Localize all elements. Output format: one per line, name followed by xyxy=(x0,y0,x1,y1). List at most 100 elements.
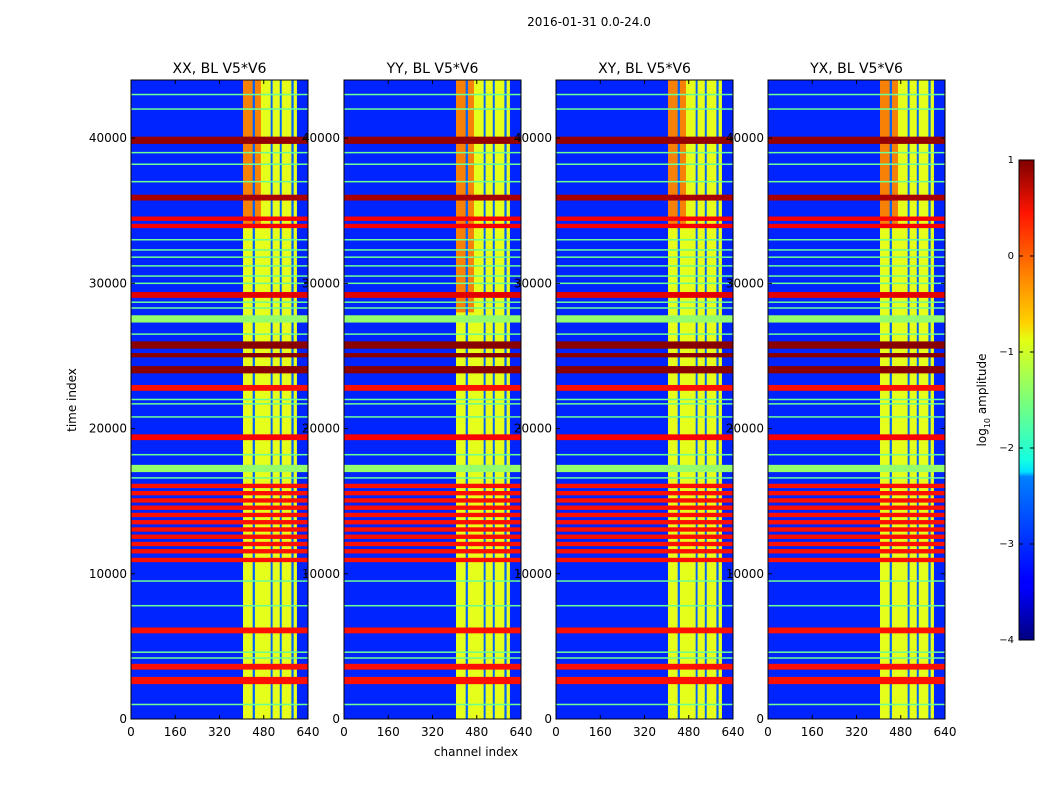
thin-time-line xyxy=(768,151,945,154)
thin-time-line xyxy=(556,416,733,418)
thin-time-line xyxy=(344,108,521,110)
y-tick-label: 10000 xyxy=(302,567,340,581)
flagged-time-band xyxy=(131,549,308,554)
flagged-time-band xyxy=(131,384,308,391)
thin-time-line xyxy=(556,180,733,183)
y-tick-label: 10000 xyxy=(726,567,764,581)
panel-title: YY, BL V5*V6 xyxy=(386,61,479,77)
flagged-time-band xyxy=(344,136,521,144)
x-tick-label: 640 xyxy=(934,725,957,739)
thin-time-line xyxy=(344,163,521,165)
flagged-time-band xyxy=(344,549,521,554)
flagged-time-band xyxy=(344,490,521,496)
flagged-time-band xyxy=(556,557,733,563)
flagged-time-band xyxy=(768,663,945,670)
thin-time-line xyxy=(131,398,308,401)
thin-time-line xyxy=(344,657,521,659)
panel-title: XY, BL V5*V6 xyxy=(598,61,691,77)
thin-time-line xyxy=(131,604,308,607)
flagged-time-band xyxy=(131,498,308,503)
flagged-time-band xyxy=(556,490,733,496)
thin-time-line xyxy=(131,163,308,165)
flagged-time-band xyxy=(344,541,521,547)
thin-time-line xyxy=(768,93,945,96)
y-tick-label: 40000 xyxy=(302,131,340,145)
thin-time-line xyxy=(131,307,308,309)
thin-time-line xyxy=(556,151,733,154)
thin-time-line xyxy=(131,403,308,405)
thin-time-line xyxy=(131,256,308,258)
flagged-time-band xyxy=(131,541,308,547)
y-tick-label: 20000 xyxy=(726,422,764,436)
thin-time-line xyxy=(556,333,733,335)
flagged-time-band xyxy=(768,527,945,532)
panels: XX, BL V5*V6 0 160 320 480 640 0 10000 20000 3000… xyxy=(89,61,957,739)
x-tick-label: 480 xyxy=(677,725,700,739)
thin-time-line xyxy=(556,651,733,653)
colorbar: 1 0 −1 −2 −3 −4 log10 amplitude xyxy=(975,155,1035,646)
thin-time-line xyxy=(344,398,521,401)
heatmap-panel: XX, BL V5*V6 0 160 320 480 640 0 10000 20000 3000… xyxy=(89,61,320,739)
flagged-time-band xyxy=(768,498,945,503)
flagged-time-band xyxy=(131,341,308,349)
flagged-time-band xyxy=(768,223,945,229)
thin-time-line xyxy=(768,580,945,582)
flagged-time-band xyxy=(556,534,733,539)
y-tick-label: 0 xyxy=(332,712,340,726)
flagged-time-band xyxy=(131,136,308,144)
y-tick-label: 40000 xyxy=(726,131,764,145)
thin-time-line xyxy=(131,580,308,582)
x-tick-label: 320 xyxy=(208,725,231,739)
x-tick-label: 640 xyxy=(722,725,745,739)
flagged-time-band xyxy=(344,527,521,532)
thin-time-line xyxy=(131,282,308,285)
flagged-time-band xyxy=(344,627,521,634)
flagged-time-band xyxy=(344,366,521,374)
flagged-time-band xyxy=(344,512,521,518)
y-tick-label: 20000 xyxy=(89,422,127,436)
thin-time-line xyxy=(344,703,521,706)
thin-time-line xyxy=(344,416,521,418)
flagged-time-band xyxy=(556,505,733,510)
flagged-time-band xyxy=(344,341,521,349)
thin-time-line xyxy=(768,416,945,418)
thin-time-line xyxy=(344,604,521,607)
thin-time-line xyxy=(556,163,733,165)
y-tick-label: 20000 xyxy=(302,422,340,436)
flagged-time-band xyxy=(131,557,308,563)
flagged-time-band xyxy=(344,534,521,539)
colorbar-tick-label: −4 xyxy=(999,635,1014,646)
flagged-time-band xyxy=(344,353,521,358)
thin-time-line xyxy=(344,275,521,277)
flagged-time-band xyxy=(768,490,945,496)
thin-time-line xyxy=(768,333,945,335)
x-tick-label: 320 xyxy=(421,725,444,739)
flagged-time-band xyxy=(556,223,733,229)
thin-time-line xyxy=(344,180,521,183)
thin-time-line xyxy=(344,403,521,405)
flagged-time-band xyxy=(344,434,521,441)
thin-time-line xyxy=(131,333,308,335)
flagged-time-band xyxy=(556,216,733,221)
x-tick-label: 160 xyxy=(377,725,400,739)
colorbar-tick-label: −1 xyxy=(999,347,1014,358)
thin-time-line xyxy=(131,651,308,653)
flagged-time-band xyxy=(131,490,308,496)
y-tick-label: 30000 xyxy=(89,276,127,290)
flagged-time-band xyxy=(768,216,945,221)
flagged-time-band xyxy=(344,663,521,670)
thin-time-line xyxy=(344,151,521,154)
thin-time-line xyxy=(768,163,945,165)
thin-time-line xyxy=(768,453,945,456)
flagged-time-band xyxy=(768,353,945,358)
thin-time-line xyxy=(768,249,945,251)
y-tick-label: 30000 xyxy=(514,276,552,290)
x-tick-label: 0 xyxy=(340,725,348,739)
flagged-time-band xyxy=(768,341,945,349)
flagged-time-band xyxy=(344,520,521,525)
flagged-time-band xyxy=(768,676,945,685)
flagged-time-band xyxy=(768,194,945,201)
flagged-time-band xyxy=(768,366,945,374)
thin-time-line xyxy=(131,453,308,456)
thin-time-line xyxy=(344,93,521,96)
